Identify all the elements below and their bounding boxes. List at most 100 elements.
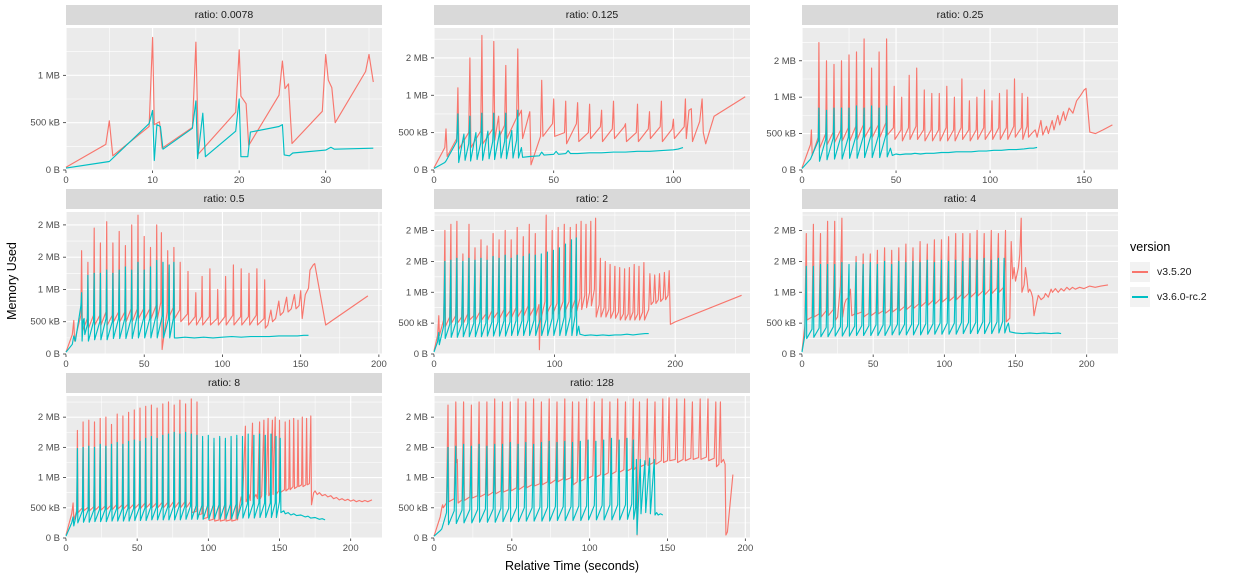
legend-entry-label: v3.6.0-rc.2: [1157, 291, 1207, 303]
y-tick-label: 1 MB: [38, 473, 60, 484]
y-tick-label: 1 MB: [774, 287, 796, 298]
x-tick-label: 10: [147, 175, 158, 186]
plot-panel: [434, 28, 750, 170]
facet-strip: ratio: 0.0078: [66, 5, 382, 25]
facet-strip: ratio: 2: [434, 189, 750, 209]
series-line-v3.5.20: [65, 214, 369, 353]
y-tick-label: 500 kB: [30, 503, 60, 514]
legend-entry-label: v3.5.20: [1157, 266, 1192, 278]
facet-strip: ratio: 128: [434, 373, 750, 393]
x-tick-label: 150: [660, 543, 676, 554]
facet-grid: ratio: 0.0078 0 10 20 30 0 B 500 kB 1 MB ratio…: [20, 5, 1124, 557]
x-tick-label: 100: [982, 175, 998, 186]
y-tick-label: 0 B: [414, 165, 428, 176]
series-line-v3.6.0-rc.2: [65, 431, 326, 537]
y-tick-label: 0 B: [782, 165, 796, 176]
facet-plot: 0 50 100 150 200 0 B 500 kB 1 MB 2 MB 2 MB: [30, 212, 387, 370]
x-tick-label: 0: [63, 359, 68, 370]
y-tick-label: 2 MB: [406, 226, 428, 237]
facet-strip: ratio: 0.125: [434, 5, 750, 25]
legend-key: [1130, 287, 1150, 307]
series-line-v3.6.0-rc.2: [65, 259, 309, 353]
facet-plot: 0 10 20 30 0 B 500 kB 1 MB: [30, 28, 382, 186]
x-tick-label: 0: [431, 359, 436, 370]
facet-plot: 0 50 100 150 0 B 500 kB 1 MB 2 MB: [766, 28, 1118, 186]
series-line-v3.6.0-rc.2: [801, 105, 1038, 169]
x-tick-label: 50: [132, 543, 143, 554]
y-tick-label: 500 kB: [766, 318, 796, 329]
y-tick-label: 0 B: [46, 533, 60, 544]
y-tick-label: 2 MB: [38, 442, 60, 453]
x-tick-label: 150: [1076, 175, 1092, 186]
x-axis-title: Relative Time (seconds): [504, 559, 640, 573]
facet-ratio-0.25: ratio: 0.25 0 50 100 150 0 B 500 kB 1 MB 2 MB: [756, 5, 1124, 189]
series-line-v3.6.0-rc.2: [801, 257, 1062, 353]
y-tick-label: 0 B: [46, 349, 60, 360]
x-tick-label: 0: [63, 175, 68, 186]
facet-ratio-8: ratio: 8 0 50 100 150 200 0 B 500 kB 1 MB 2 MB 2 …: [20, 373, 388, 557]
facet-ratio-0.125: ratio: 0.125 0 50 100 0 B 500 kB 1 MB 2 MB: [388, 5, 756, 189]
facet-ratio-0.5: ratio: 0.5 0 50 100 150 200 0 B 500 kB 1 MB 2 MB…: [20, 189, 388, 373]
x-tick-label: 0: [799, 175, 804, 186]
series-line-v3.5.20: [433, 34, 746, 169]
y-tick-label: 0 B: [46, 165, 60, 176]
y-tick-label: 2 MB: [406, 53, 428, 64]
series-line-v3.5.20: [801, 38, 1113, 168]
y-tick-label: 2 MB: [38, 220, 60, 231]
legend-key: [1130, 262, 1150, 282]
y-axis-title: Memory Used: [5, 242, 19, 320]
y-tick-label: 0 B: [782, 349, 796, 360]
x-tick-label: 200: [1079, 359, 1095, 370]
y-tick-label: 2 MB: [38, 412, 60, 423]
x-tick-label: 0: [799, 359, 804, 370]
facet-ratio-0.0078: ratio: 0.0078 0 10 20 30 0 B 500 kB 1 MB: [20, 5, 388, 189]
series-color-swatch: [1132, 296, 1148, 298]
x-tick-label: 100: [582, 543, 598, 554]
x-tick-label: 50: [548, 175, 559, 186]
y-tick-label: 0 B: [414, 533, 428, 544]
facet-plot: 0 50 100 150 200 0 B 500 kB 1 MB 2 MB 2 MB: [398, 396, 753, 554]
y-tick-label: 1 MB: [38, 70, 60, 81]
plot-panel: [802, 28, 1118, 170]
y-tick-label: 500 kB: [30, 317, 60, 328]
facet-ratio-2: ratio: 2 0 100 200 0 B 500 kB 1 MB 2 MB 2 MB: [388, 189, 756, 373]
series-line-v3.6.0-rc.2: [65, 98, 374, 169]
y-tick-label: 2 MB: [774, 226, 796, 237]
facet-plot: 0 50 100 0 B 500 kB 1 MB 2 MB: [398, 28, 750, 186]
facet-ratio-4: ratio: 4 0 50 100 150 200 0 B 500 kB 1 MB 2 MB 2 …: [756, 189, 1124, 373]
y-tick-label: 500 kB: [398, 318, 428, 329]
legend-entry: v3.6.0-rc.2: [1130, 287, 1242, 307]
legend-entry: v3.5.20: [1130, 262, 1242, 282]
y-tick-label: 2 MB: [406, 442, 428, 453]
x-tick-label: 200: [343, 543, 359, 554]
x-tick-label: 50: [507, 543, 518, 554]
x-tick-label: 0: [431, 543, 436, 554]
x-tick-label: 200: [667, 359, 683, 370]
facet-strip: ratio: 0.5: [66, 189, 382, 209]
x-tick-label: 100: [547, 359, 563, 370]
x-tick-label: 50: [868, 359, 879, 370]
x-tick-label: 0: [63, 543, 68, 554]
x-tick-label: 100: [215, 359, 231, 370]
x-tick-label: 100: [200, 543, 216, 554]
y-tick-label: 2 MB: [774, 56, 796, 67]
x-tick-label: 100: [665, 175, 681, 186]
empty-cell: [756, 373, 1124, 557]
x-tick-label: 200: [737, 543, 753, 554]
facet-plot: 0 50 100 150 200 0 B 500 kB 1 MB 2 MB 2 MB: [30, 396, 382, 554]
facet-plot: 0 50 100 150 200 0 B 500 kB 1 MB 2 MB 2 MB: [766, 212, 1118, 370]
y-tick-label: 500 kB: [766, 129, 796, 140]
y-tick-label: 500 kB: [398, 503, 428, 514]
y-tick-label: 1 MB: [406, 473, 428, 484]
y-tick-label: 2 MB: [774, 256, 796, 267]
y-tick-label: 2 MB: [38, 252, 60, 263]
y-tick-label: 500 kB: [398, 128, 428, 139]
series-line-v3.6.0-rc.2: [433, 237, 649, 353]
series-line-v3.6.0-rc.2: [433, 437, 664, 537]
y-tick-label: 1 MB: [406, 287, 428, 298]
x-tick-label: 20: [234, 175, 245, 186]
y-tick-label: 2 MB: [406, 256, 428, 267]
legend: version v3.5.20 v3.6.0-rc.2: [1130, 240, 1242, 312]
y-tick-label: 0 B: [414, 349, 428, 360]
